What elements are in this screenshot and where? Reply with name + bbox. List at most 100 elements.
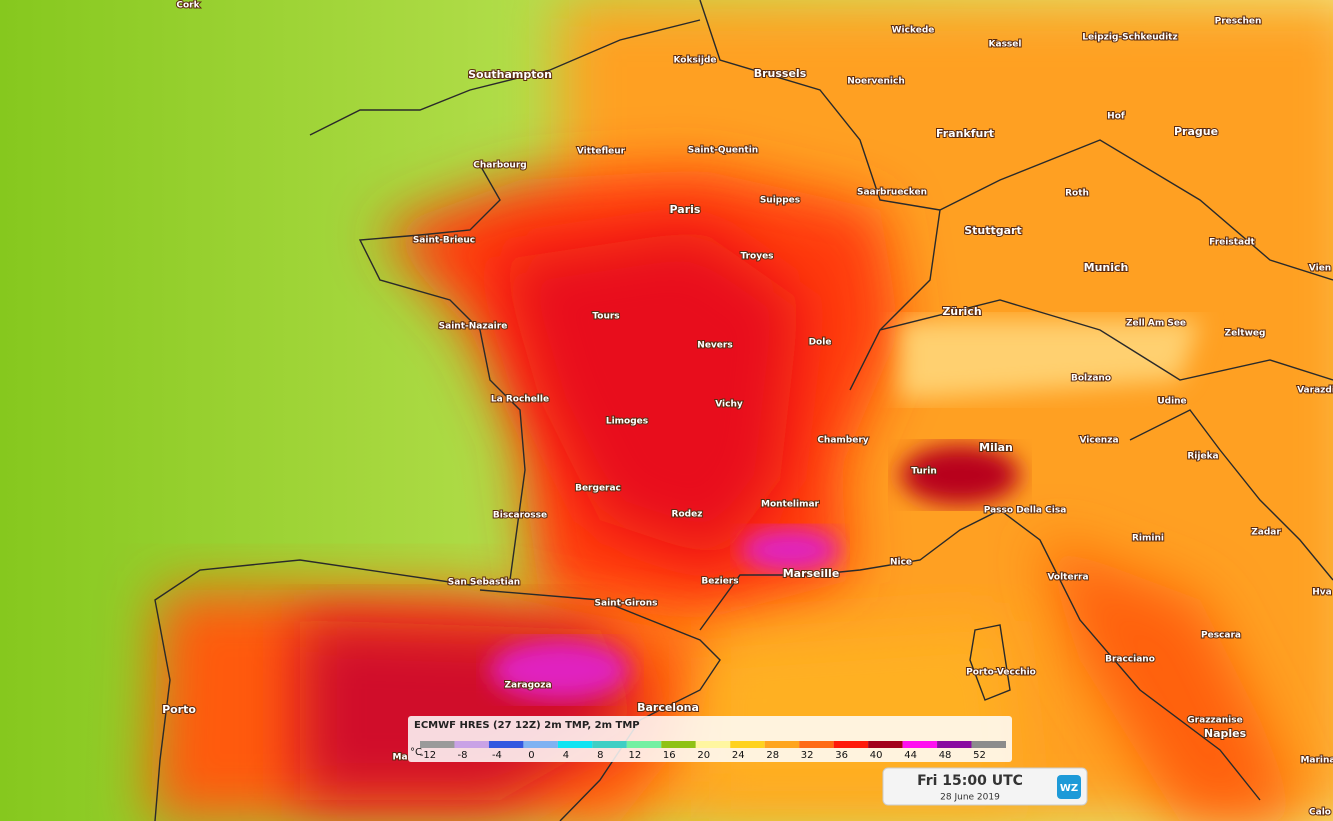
place-label: Noervenich [847,77,904,87]
legend-swatch [764,741,800,748]
place-label: Ma [392,753,407,763]
place-label: Stuttgart [964,224,1022,237]
place-label: Barcelona [637,701,699,714]
legend-swatch [523,741,558,748]
legend-swatch [661,741,696,748]
place-label: Wickede [892,26,935,36]
place-label: Zadar [1251,528,1281,538]
legend-tick: 40 [870,750,883,761]
place-label: Saint-Nazaire [439,322,508,332]
place-label: Calo [1309,808,1331,818]
place-label: Prague [1174,125,1218,138]
coastlines [154,0,1333,821]
place-label: Nice [890,558,912,568]
place-label: Varazdi [1297,386,1333,396]
place-label: Naples [1204,727,1247,740]
legend-swatch [420,741,455,748]
legend-swatch [799,741,834,748]
legend-tick: -12 [420,750,436,761]
place-label: Charbourg [473,161,526,171]
legend-swatch [454,741,489,748]
legend-tick: 52 [973,750,986,761]
place-label: Troyes [740,252,773,262]
place-label: Vichy [715,400,743,410]
place-label: Beziers [701,577,738,587]
place-label: Frankfurt [936,127,994,140]
legend-tick: -4 [492,750,502,761]
place-label: Marina [1300,756,1333,766]
place-label: Kassel [989,40,1022,50]
place-label: Rimini [1132,534,1164,544]
place-label: Leipzig-Schkeuditz [1082,33,1177,43]
place-label: Zaragoza [504,681,551,691]
legend-tick: 48 [939,750,952,761]
legend-tick: 24 [732,750,745,761]
place-label: Saint-Brieuc [413,236,475,246]
time-date: 28 June 2019 [940,793,1000,803]
legend-title: ECMWF HRES (27 12Z) 2m TMP, 2m TMP [414,720,640,731]
legend-tick: 0 [528,750,534,761]
place-label: Suippes [760,196,800,206]
place-label: Zeltweg [1225,329,1266,339]
place-label: Marseille [783,567,840,580]
place-label: Turin [911,467,937,477]
place-label: Cork [176,1,200,11]
place-label: Biscarosse [493,511,547,521]
place-label: Saint-Quentin [688,146,758,156]
place-label: Passo Della Cisa [984,506,1067,516]
legend-tick: 8 [597,750,603,761]
legend-tick: 20 [697,750,710,761]
legend-swatch [833,741,869,748]
time-panel [882,767,1088,806]
place-label: Pescara [1201,631,1241,641]
place-label: Vittefleur [577,147,626,157]
logo-text[interactable]: WZ [1060,783,1078,794]
legend-tick: 12 [628,750,641,761]
place-label: Porto-Vecchio [966,668,1036,678]
place-label: Udine [1157,397,1186,407]
legend-swatch [557,741,593,748]
time-box: Fri 15:00 UTC 28 June 2019 WZ [882,767,1088,806]
place-label: Koksijde [673,56,716,66]
place-label: Paris [670,203,701,216]
place-label: Tours [592,312,619,322]
time-label: Fri 15:00 UTC [917,773,1023,789]
place-label: Grazzanise [1187,716,1242,726]
legend-swatch [937,741,972,748]
place-label: Saarbruecken [857,188,927,198]
place-labels: Cork Southampton Koksijde Brussels Wickede Ka… [161,0,1333,819]
place-label: Bracciano [1105,655,1155,665]
legend-unit: °C [410,747,422,758]
place-label: Rijeka [1187,452,1218,462]
place-label: Nevers [697,341,732,351]
place-label: Porto [162,703,196,716]
place-label: Southampton [468,68,552,81]
legend-tick: 36 [835,750,848,761]
place-label: La Rochelle [491,395,549,405]
place-label: Milan [979,441,1013,454]
place-label: Zell Am See [1126,319,1186,329]
place-label: Saint-Girons [595,599,658,609]
legend-tick: 28 [766,750,779,761]
place-label: Rodez [672,510,703,520]
legend-tick: 44 [904,750,917,761]
legend-swatch [902,741,938,748]
legend-tick: 16 [663,750,676,761]
place-label: San Sebastian [448,578,520,588]
place-label: Montelimar [761,500,820,510]
logo[interactable] [1057,775,1081,799]
legend-swatch [626,741,662,748]
legend-swatch [730,741,765,748]
place-label: Bergerac [575,484,621,494]
place-label: Vien [1309,264,1331,274]
place-label: Chambery [817,436,868,446]
legend-tick: 32 [801,750,814,761]
place-label: Dole [809,338,832,348]
place-label: Munich [1084,261,1129,274]
legend-swatch [868,741,903,748]
place-label: Hof [1107,112,1125,122]
place-label: Limoges [606,417,648,427]
